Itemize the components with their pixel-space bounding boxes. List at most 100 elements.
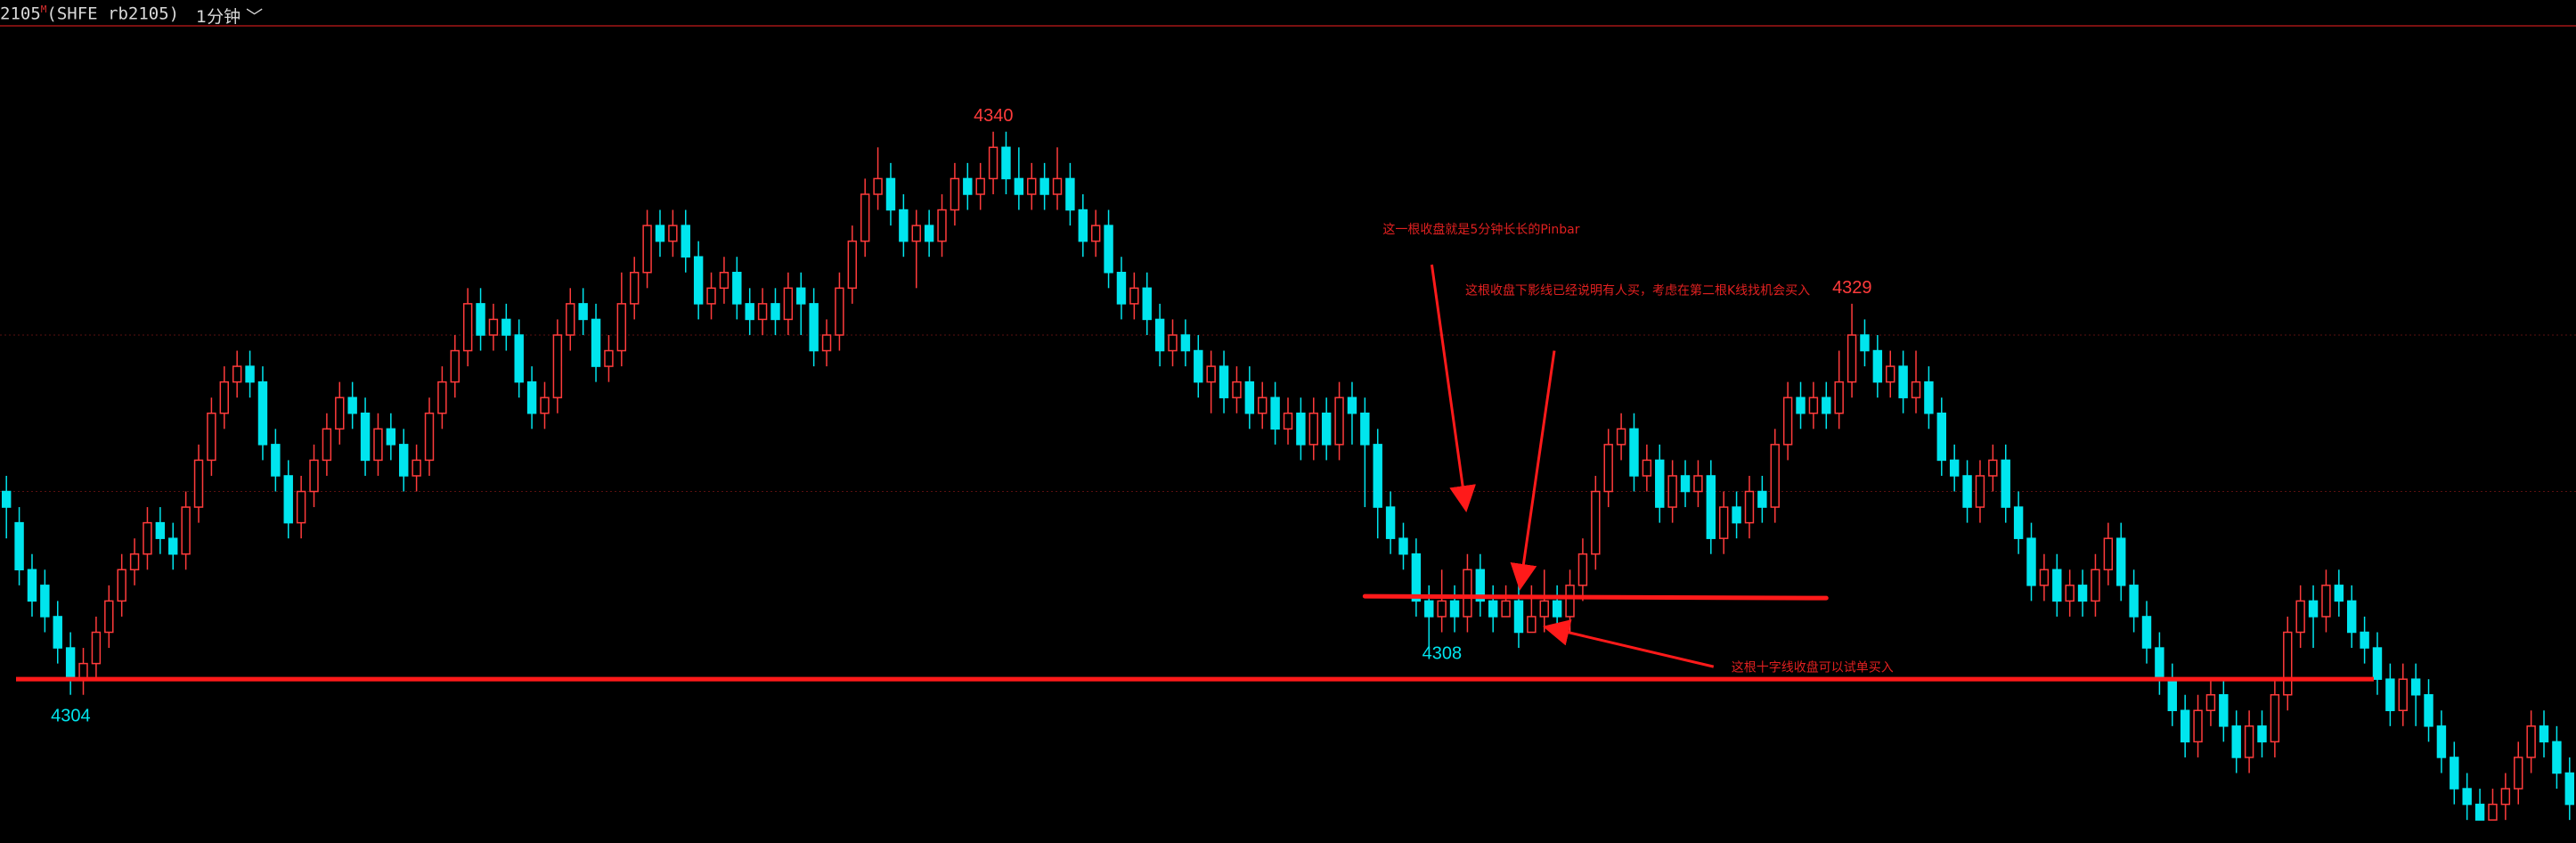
chart-header: 2105M(SHFE rb2105) 1分钟 ﹀ <box>0 0 2576 27</box>
candle <box>2141 601 2152 664</box>
candle-body <box>335 397 345 430</box>
candle-body <box>462 303 473 352</box>
candle-body <box>1052 177 1063 195</box>
candle <box>2039 553 2050 602</box>
candle-body <box>1642 459 1652 477</box>
chevron-down-icon[interactable]: ﹀ <box>240 7 264 27</box>
candle <box>257 366 268 461</box>
candle <box>604 334 614 382</box>
candle-body <box>424 412 435 462</box>
candle-body <box>1270 397 1280 430</box>
candle-body <box>450 349 460 383</box>
candle <box>2077 569 2088 617</box>
candle-body <box>757 303 768 321</box>
candle-body <box>1065 177 1075 211</box>
candle-body <box>1936 412 1947 462</box>
timeframe-selector[interactable]: 1分钟 ﹀ <box>196 4 263 28</box>
candle-body <box>2321 585 2331 618</box>
candle <box>2180 694 2190 757</box>
candle <box>591 303 601 382</box>
candle-body <box>1219 365 1229 398</box>
candle-body <box>1142 287 1152 321</box>
candle <box>501 303 511 351</box>
candle <box>1129 272 1139 320</box>
candle <box>2526 710 2536 773</box>
candle-body <box>2283 631 2293 696</box>
candle <box>450 334 460 398</box>
candle <box>104 585 114 649</box>
candle <box>2360 616 2369 664</box>
low-label-4304: 4304 <box>51 707 90 726</box>
candle-body <box>719 272 730 290</box>
symbol-label[interactable]: 2105M(SHFE rb2105) <box>0 4 179 23</box>
candle-body <box>642 225 652 274</box>
candle <box>2231 710 2241 773</box>
candle-body <box>706 287 716 305</box>
candle-body <box>91 631 102 665</box>
candle-body <box>2526 725 2536 758</box>
candle-body <box>1808 397 1819 414</box>
candle-body <box>1014 177 1024 195</box>
candle <box>27 553 37 617</box>
candle-body <box>1039 177 1049 195</box>
candle-body <box>1577 552 1588 586</box>
candle <box>540 381 550 430</box>
candle <box>271 429 281 492</box>
candle-body <box>2116 537 2126 586</box>
candle-body <box>2167 678 2177 712</box>
candle <box>1988 444 1998 492</box>
candle <box>1642 444 1652 492</box>
candle <box>732 257 742 320</box>
candle <box>129 538 140 585</box>
annotation-layer: 这一根收盘就是5分钟长长的Pinbar 这根收盘下影线已经说明有人买，考虑在第二… <box>16 106 2374 726</box>
candle <box>1565 569 1575 633</box>
candle-body <box>1090 225 1101 242</box>
candle-body <box>693 256 704 305</box>
candle <box>1052 147 1063 210</box>
candle <box>386 413 396 461</box>
candle-body <box>668 225 678 242</box>
candle-body <box>1680 475 1691 493</box>
candle <box>283 460 293 539</box>
candle-body <box>1911 381 1921 398</box>
candle <box>424 397 435 476</box>
candle <box>2500 773 2511 821</box>
candle-body <box>1898 365 1908 398</box>
annotation-pinbar: 这一根收盘就是5分钟长长的Pinbar <box>1382 222 1579 237</box>
candle <box>578 288 588 335</box>
candle <box>1962 460 1972 523</box>
candle <box>1104 209 1113 289</box>
candle <box>193 444 204 523</box>
candle-body <box>2346 600 2357 634</box>
candle-body <box>1616 428 1626 446</box>
candle <box>2103 522 2114 585</box>
candle <box>2116 522 2126 602</box>
candle-body <box>322 428 332 462</box>
candle-body <box>616 303 627 352</box>
candle-body <box>770 303 780 321</box>
candle <box>373 413 383 476</box>
candle <box>2001 444 2010 523</box>
candle-body <box>1782 397 1793 446</box>
candle <box>1629 413 1639 492</box>
candle <box>2205 679 2216 726</box>
candle-body <box>860 193 870 242</box>
candle <box>1539 569 1549 633</box>
candle <box>860 178 870 258</box>
candle <box>2026 522 2036 602</box>
candle <box>1577 538 1588 602</box>
candle <box>1 475 12 539</box>
candle <box>1591 475 1601 570</box>
candle-body <box>975 177 985 195</box>
candle-body <box>885 177 896 211</box>
candle <box>1090 209 1101 258</box>
candle <box>1283 397 1293 445</box>
candle-body <box>2052 569 2062 602</box>
candle-body <box>65 647 76 680</box>
candle-body <box>2141 616 2152 649</box>
consolidation-line[interactable] <box>1362 593 1829 601</box>
candle <box>2346 585 2357 649</box>
candle <box>2167 663 2177 726</box>
candle-body <box>488 318 499 336</box>
candle <box>668 209 678 258</box>
